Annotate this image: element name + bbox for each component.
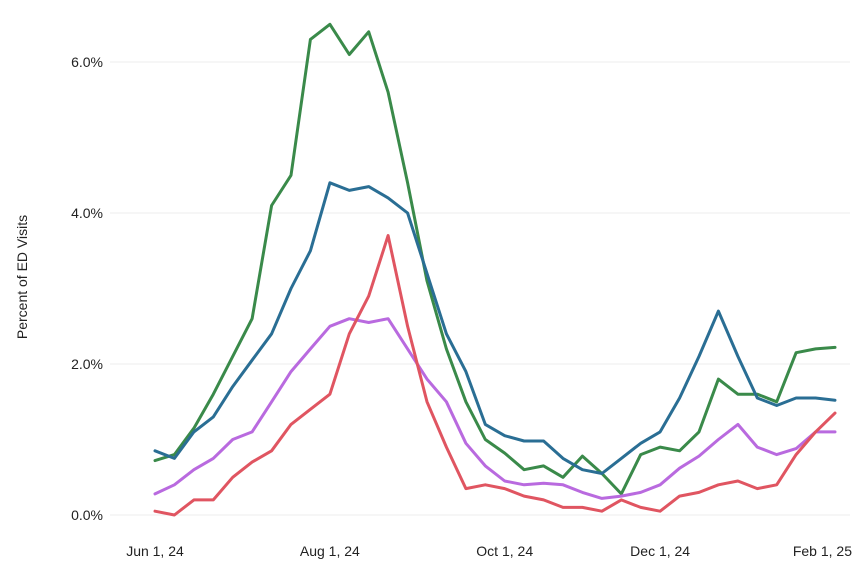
x-tick-label: Dec 1, 24	[630, 543, 690, 559]
x-axis-tick-labels: Jun 1, 24 Aug 1, 24 Oct 1, 24 Dec 1, 24 Feb …	[126, 543, 852, 559]
y-axis-title: Percent of ED Visits	[14, 215, 30, 339]
series-line-3	[153, 317, 837, 500]
x-tick-label: Jun 1, 24	[126, 543, 184, 559]
gridlines	[110, 61, 850, 516]
x-tick-label: Feb 1, 25	[793, 543, 852, 559]
y-tick-label: 4.0%	[71, 205, 103, 221]
y-axis-tick-labels: 0.0% 2.0% 4.0% 6.0%	[71, 54, 103, 523]
x-tick-label: Aug 1, 24	[300, 543, 360, 559]
series-line-2	[153, 181, 837, 475]
series-lines	[153, 22, 837, 517]
x-tick-label: Oct 1, 24	[476, 543, 533, 559]
y-tick-label: 6.0%	[71, 54, 103, 70]
y-tick-label: 0.0%	[71, 507, 103, 523]
series-line-1	[153, 22, 837, 496]
series-line-4	[153, 234, 837, 517]
y-tick-label: 2.0%	[71, 356, 103, 372]
